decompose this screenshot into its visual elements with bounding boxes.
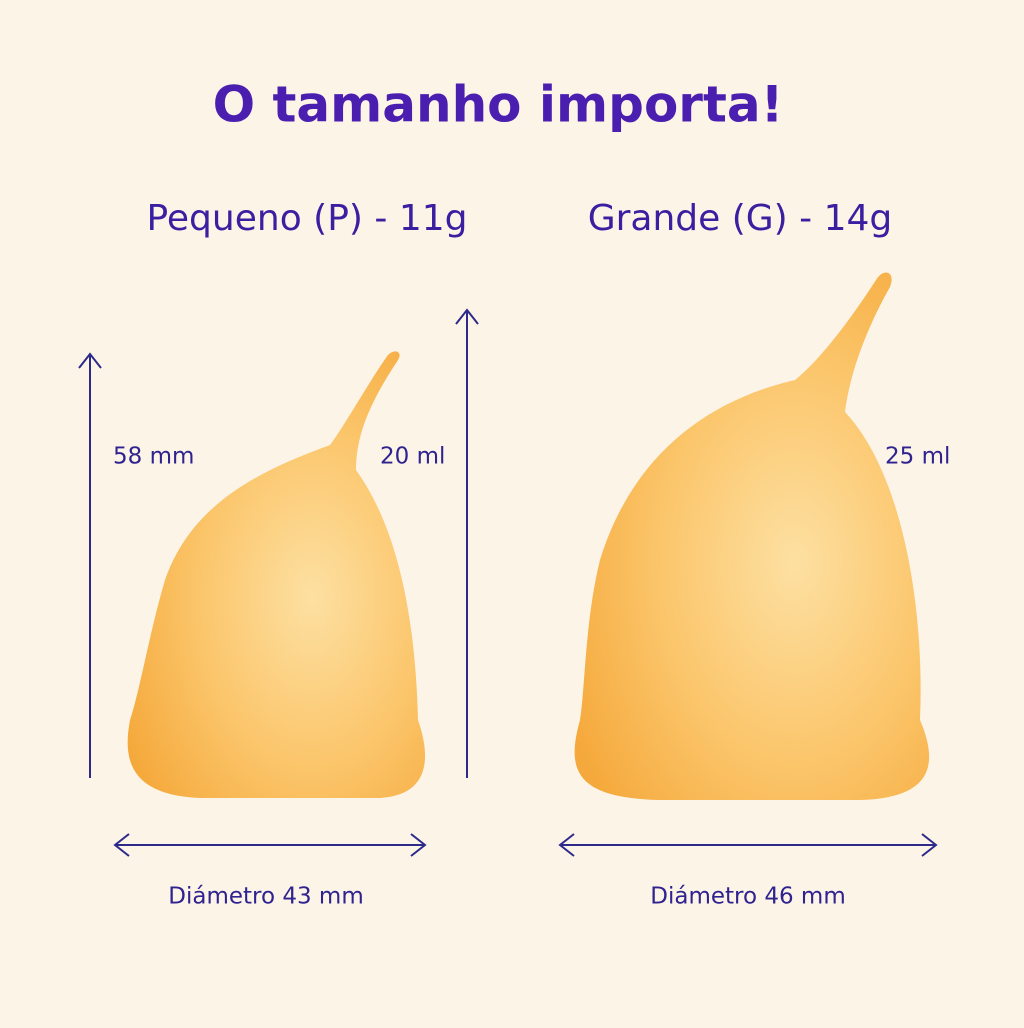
volume-label: 25 ml <box>885 444 950 470</box>
title: O tamanho importa! <box>213 76 784 134</box>
diameter-label: Diámetro 43 mm <box>168 884 364 910</box>
diameter-label: Diámetro 46 mm <box>650 884 846 910</box>
size-label: Pequeno (P) - 11g <box>146 198 467 239</box>
height-arrow <box>78 352 102 778</box>
small-cup <box>127 351 426 798</box>
volume-label: 20 ml <box>380 444 445 470</box>
size-label: Grande (G) - 14g <box>588 198 893 239</box>
diameter-arrow <box>558 833 938 857</box>
height-label: 58 mm <box>113 444 194 470</box>
height-arrow <box>455 308 479 778</box>
diameter-arrow <box>113 833 427 857</box>
large-cup <box>574 272 930 800</box>
